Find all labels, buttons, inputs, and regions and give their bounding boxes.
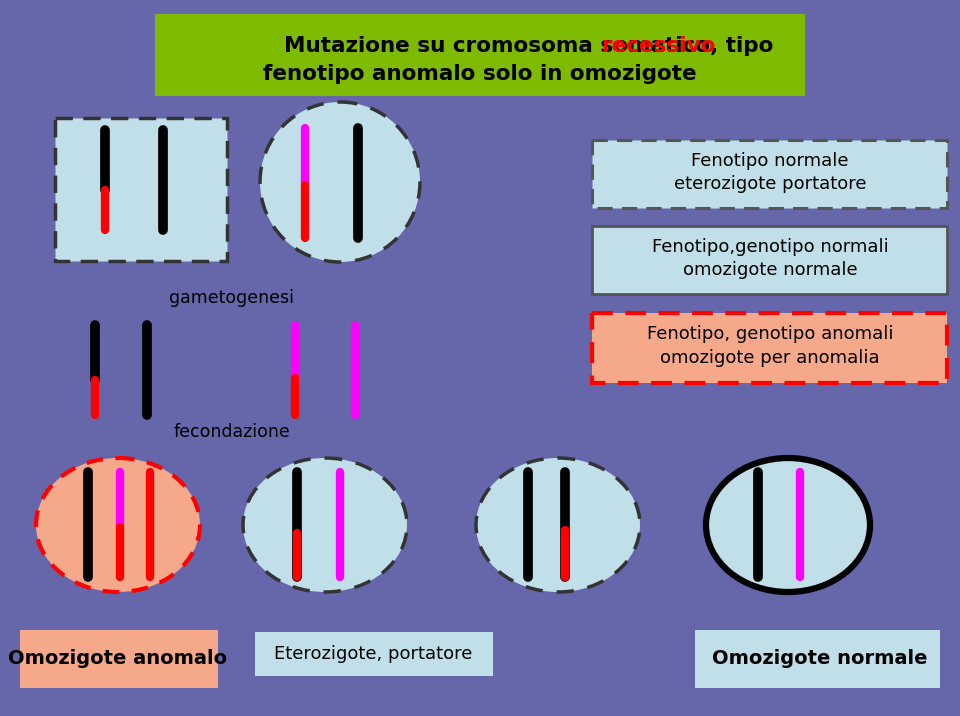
Ellipse shape [260,102,420,262]
Ellipse shape [243,458,407,592]
Text: fecondazione: fecondazione [174,423,290,441]
Ellipse shape [476,458,640,592]
FancyBboxPatch shape [592,226,947,294]
FancyBboxPatch shape [20,630,218,688]
Text: Omozigote normale: Omozigote normale [712,649,927,669]
Text: Eterozigote, portatore: Eterozigote, portatore [274,645,472,663]
Ellipse shape [706,458,870,592]
Text: Fenotipo, genotipo anomali: Fenotipo, genotipo anomali [647,325,893,343]
Text: Omozigote anomalo: Omozigote anomalo [9,649,228,669]
FancyBboxPatch shape [592,313,947,383]
Text: Fenotipo,genotipo normali: Fenotipo,genotipo normali [652,238,888,256]
FancyBboxPatch shape [592,140,947,208]
Ellipse shape [36,458,200,592]
FancyBboxPatch shape [155,14,805,96]
FancyBboxPatch shape [255,632,493,676]
Text: gametogenesi: gametogenesi [170,289,295,307]
Text: Fenotipo normale: Fenotipo normale [691,152,849,170]
FancyBboxPatch shape [55,118,227,261]
Text: omozigote normale: omozigote normale [683,261,857,279]
Text: omozigote per anomalia: omozigote per anomalia [660,349,879,367]
Text: recessivo: recessivo [601,36,715,56]
Text: Mutazione su cromosoma somatico, tipo: Mutazione su cromosoma somatico, tipo [284,36,780,56]
Text: eterozigote portatore: eterozigote portatore [674,175,866,193]
Text: fenotipo anomalo solo in omozigote: fenotipo anomalo solo in omozigote [263,64,697,84]
FancyBboxPatch shape [695,630,940,688]
